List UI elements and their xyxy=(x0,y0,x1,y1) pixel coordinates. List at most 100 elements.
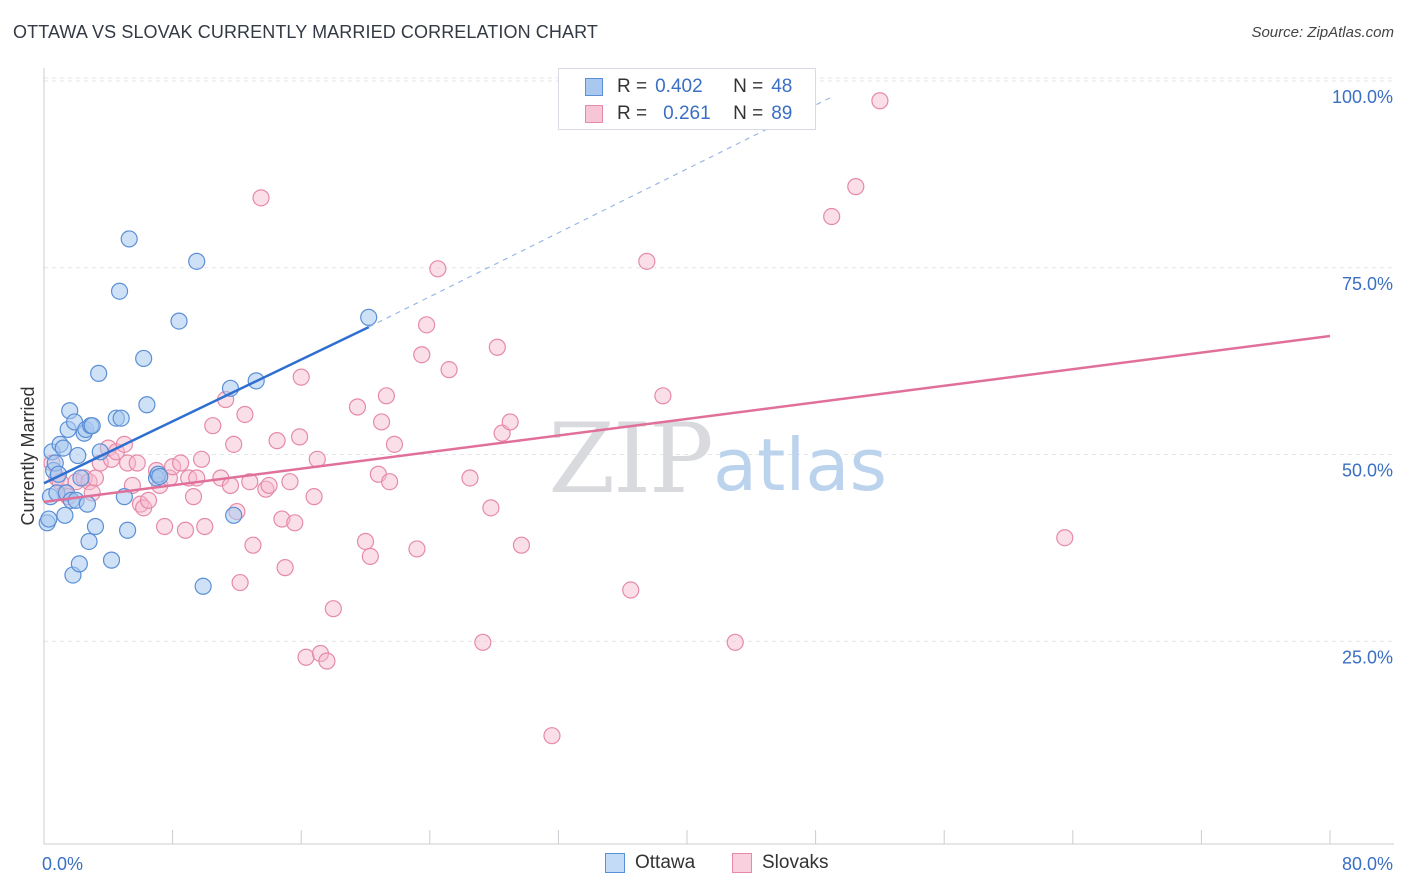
legend-n-label: N = xyxy=(733,76,764,97)
slovak-point xyxy=(236,405,254,424)
slovak-point xyxy=(128,454,146,472)
ottawa-point xyxy=(110,282,129,300)
bottom-legend-slovaks: Slovaks xyxy=(732,852,829,874)
slovak-point xyxy=(543,727,561,745)
ottawa-point xyxy=(70,555,88,573)
legend-n-label: N = xyxy=(733,103,764,124)
ottawa-point xyxy=(72,469,90,487)
slovak-point xyxy=(139,491,158,509)
ottawa-point xyxy=(112,409,130,427)
slovak-trend-line xyxy=(43,334,1331,504)
slovak-point xyxy=(348,398,367,416)
slovak-point xyxy=(286,514,304,532)
grid-layer xyxy=(44,77,1394,642)
slovak-point xyxy=(221,476,240,495)
watermark-atlas: atlas xyxy=(713,423,887,507)
slovak-point xyxy=(231,573,249,592)
slovak-point xyxy=(241,473,259,491)
slovak-point xyxy=(318,652,336,670)
ottawa-point xyxy=(138,396,156,414)
ottawa-point xyxy=(118,521,137,539)
ottawa-point xyxy=(90,364,108,382)
legend-row-slovaks: R = 0.261 N = 89 xyxy=(585,102,792,126)
ottawa-point xyxy=(54,439,72,457)
slovak-swatch-icon xyxy=(585,105,603,123)
source-label: Source: ZipAtlas.com xyxy=(1251,24,1394,41)
slovak-point xyxy=(176,521,195,539)
ottawa-point xyxy=(170,312,188,330)
slovak-point xyxy=(622,581,640,599)
slovak-point xyxy=(164,458,182,476)
y-tick-label: 25.0% xyxy=(1342,647,1393,667)
slovak-point xyxy=(413,346,431,364)
ottawa-point xyxy=(69,446,87,465)
slovak-point xyxy=(292,368,310,386)
legend-n-value: 89 xyxy=(771,103,793,124)
stats-legend: R = 0.402 N = 48 R = 0.261 N = 89 xyxy=(558,68,816,130)
slovak-point xyxy=(86,469,105,487)
ottawa-point xyxy=(102,551,121,569)
slovak-point xyxy=(726,633,744,651)
slovak-legend-icon xyxy=(732,853,752,873)
bottom-legend-ottawa-label: Ottawa xyxy=(635,852,696,873)
legend-r-label: R = xyxy=(617,76,648,97)
y-tick-label: 100.0% xyxy=(1332,87,1393,107)
slovak-point xyxy=(823,207,841,226)
slovak-point xyxy=(377,387,395,405)
y-tick-label: 75.0% xyxy=(1342,274,1393,294)
ottawa-point xyxy=(86,517,105,536)
legend-r-label: R = xyxy=(617,103,648,124)
ottawa-swatch-icon xyxy=(585,78,603,96)
slovak-point xyxy=(638,252,656,270)
watermark-zip: ZIP xyxy=(548,403,711,515)
ottawa-point xyxy=(78,495,97,513)
slovak-point xyxy=(417,316,436,334)
bottom-legend-ottawa: Ottawa xyxy=(605,852,695,874)
tick-labels: 25.0% 50.0% 75.0% 100.0% 0.0% 80.0% xyxy=(42,87,1393,874)
slovak-point xyxy=(461,469,479,487)
trend-lines xyxy=(43,96,1331,504)
slovak-point xyxy=(501,413,519,431)
ottawa-point xyxy=(360,308,378,326)
slovak-point xyxy=(281,473,299,491)
slovak-point xyxy=(847,178,865,196)
ottawa-point xyxy=(188,252,206,270)
slovak-point xyxy=(260,476,278,495)
ottawa-trend-line xyxy=(43,325,370,485)
slovak-point xyxy=(361,547,379,566)
slovak-point xyxy=(1056,529,1074,547)
y-tick-label: 50.0% xyxy=(1342,461,1393,481)
slovak-point xyxy=(290,428,309,446)
ottawa-point xyxy=(120,230,138,248)
legend-row-ottawa: R = 0.402 N = 48 xyxy=(585,75,792,99)
slovak-point xyxy=(225,435,243,453)
slovak-point xyxy=(654,387,672,405)
ottawa-legend-icon xyxy=(605,853,625,873)
slovak-point xyxy=(512,536,531,554)
ottawa-point xyxy=(83,417,101,435)
slovak-point xyxy=(155,517,174,536)
ottawa-points xyxy=(38,230,378,595)
legend-r-value: 0.261 xyxy=(663,103,711,124)
slovak-point xyxy=(196,517,214,536)
ottawa-point xyxy=(80,532,98,551)
slovak-point xyxy=(273,510,291,528)
x-tick-label: 80.0% xyxy=(1342,854,1393,874)
ottawa-point xyxy=(56,506,74,524)
slovak-point xyxy=(276,559,294,577)
slovak-point xyxy=(204,417,222,435)
slovak-point xyxy=(184,488,203,506)
x-tick-label: 0.0% xyxy=(42,854,83,874)
slovak-point xyxy=(429,260,447,278)
ottawa-point xyxy=(151,467,169,486)
legend-n-value: 48 xyxy=(771,76,793,97)
slovak-point xyxy=(381,473,399,491)
slovak-point xyxy=(440,361,458,379)
slovak-point xyxy=(408,540,426,558)
slovak-point xyxy=(268,432,286,450)
slovak-point xyxy=(172,454,190,472)
slovak-point xyxy=(192,450,211,468)
axes-layer xyxy=(43,68,1394,845)
slovak-point xyxy=(488,338,506,356)
